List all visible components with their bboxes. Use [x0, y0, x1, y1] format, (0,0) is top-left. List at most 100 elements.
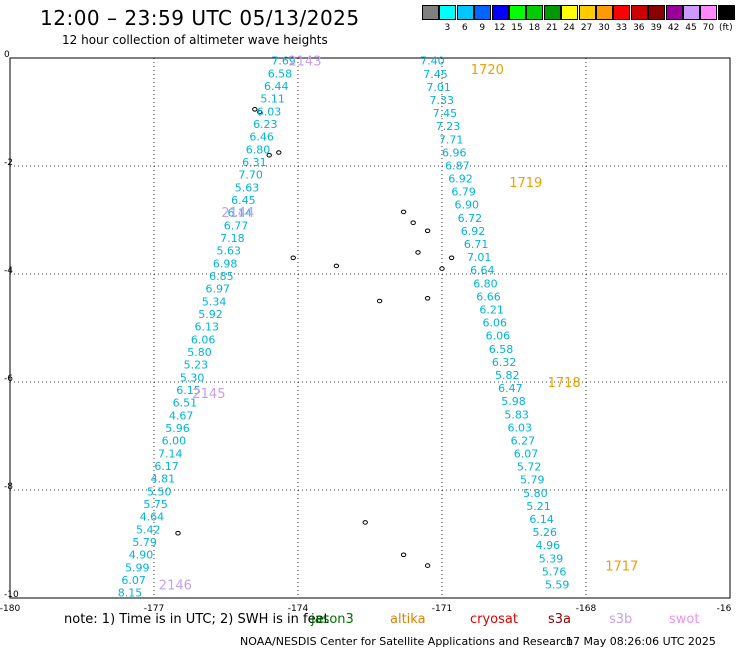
swh-value-east: 7.40	[420, 55, 445, 68]
page-subtitle: 12 hour collection of altimeter wave hei…	[62, 33, 328, 47]
sat-s3a: s3a	[548, 612, 572, 627]
east-track-values: 7.407.457.017.337.457.237.716.966.876.92…	[420, 55, 569, 592]
legend-label: 3	[444, 23, 451, 33]
island-outline	[424, 228, 431, 234]
island-outline	[290, 255, 296, 261]
swh-value-west: 7.70	[238, 169, 263, 182]
legend-label: 9	[479, 23, 486, 33]
swh-value-east: 6.96	[442, 146, 467, 159]
swh-value-west: 6.45	[231, 194, 256, 207]
swh-value-east: 5.72	[517, 461, 542, 474]
legend-swatch	[665, 5, 683, 20]
swh-value-east: 7.23	[436, 120, 461, 133]
legend-label: 45	[685, 23, 697, 33]
legend-swatch	[474, 5, 492, 20]
swh-value-east: 6.66	[476, 290, 501, 303]
swh-value-west: 5.50	[147, 485, 172, 498]
island-outline	[400, 209, 407, 215]
pass-label: 2143	[288, 55, 321, 70]
swh-value-west: 5.96	[165, 422, 190, 435]
swh-value-east: 6.92	[461, 225, 486, 238]
swh-value-west: 4.64	[140, 511, 165, 524]
swh-value-east: 5.83	[504, 408, 529, 421]
west-track-values: 7.696.586.445.116.036.236.466.806.317.70…	[118, 55, 296, 600]
x-tick-label: -177	[144, 604, 164, 614]
y-tick-label: -4	[4, 266, 13, 276]
island-outline	[362, 520, 368, 525]
swh-value-west: 7.69	[271, 55, 296, 68]
swh-value-east: 6.64	[470, 264, 495, 277]
swh-value-east: 5.39	[539, 552, 564, 565]
pass-label: 2145	[192, 387, 225, 402]
credit-line: NOAA/NESDIS Center for Satellite Applica…	[240, 635, 574, 648]
swh-value-west: 6.51	[173, 397, 198, 410]
legend-swatch	[439, 5, 457, 20]
island-outline	[410, 220, 416, 225]
legend-swatch	[561, 5, 579, 20]
pass-label: 1719	[509, 176, 542, 191]
swh-value-west: 5.75	[143, 498, 168, 511]
swh-value-west: 5.42	[136, 523, 161, 536]
generated-timestamp: 17 May 08:26:06 UTC 2025	[566, 635, 716, 648]
swh-value-west: 5.34	[202, 295, 227, 308]
swh-value-east: 6.27	[511, 434, 536, 447]
swh-value-east: 7.45	[423, 68, 448, 81]
swh-value-west: 6.13	[195, 321, 220, 334]
sat-s3b: s3b	[609, 612, 633, 627]
swh-value-west: 5.92	[198, 308, 223, 321]
swh-value-west: 5.63	[235, 181, 260, 194]
legend-swatch	[509, 5, 526, 20]
map-frame	[9, 57, 731, 599]
island-outline	[400, 552, 407, 558]
swh-value-east: 5.76	[542, 565, 567, 578]
legend-label: 6	[461, 23, 468, 33]
swh-value-west: 4.67	[169, 409, 194, 422]
swh-value-east: 6.06	[486, 330, 511, 343]
y-tick-label: -6	[4, 374, 13, 384]
legend-swatch	[456, 5, 474, 20]
swh-value-west: 5.99	[125, 561, 150, 574]
swh-value-east: 6.14	[529, 513, 554, 526]
island-outline	[333, 263, 340, 269]
legend-label: 33	[615, 23, 628, 33]
y-tick-label: -2	[4, 158, 13, 168]
axis-ticks: -180 -177 -174 -171 -168 -16 0 -2 -4 -6 -8 -10	[0, 50, 732, 614]
swh-value-west: 7.14	[158, 447, 183, 460]
swh-value-east: 7.45	[433, 107, 458, 120]
swh-value-west: 6.03	[257, 105, 282, 118]
swh-value-west: 4.90	[129, 549, 154, 562]
swh-value-east: 7.33	[430, 94, 455, 107]
island-outline	[256, 109, 263, 115]
island-outline	[175, 530, 181, 536]
legend-swatch	[630, 5, 648, 20]
swh-value-east: 5.26	[532, 526, 557, 539]
island-outline	[266, 152, 272, 158]
island-outline	[276, 150, 282, 155]
footer-note: note: 1) Time is in UTC; 2) SWH is in fe…	[64, 612, 329, 627]
swh-value-west: 6.58	[268, 67, 293, 80]
swh-value-west: 5.79	[132, 536, 157, 549]
swh-value-east: 5.80	[523, 487, 548, 500]
legend-label: 30	[598, 23, 610, 33]
x-tick-label: -16	[717, 604, 732, 614]
swh-value-east: 6.80	[473, 277, 498, 290]
pass-label: 1720	[471, 63, 504, 78]
swh-value-west: 6.17	[154, 460, 179, 473]
swh-value-west: 5.80	[187, 346, 212, 359]
legend-swatch	[526, 5, 544, 20]
swh-value-east: 6.47	[498, 382, 523, 395]
swh-value-west: 5.23	[184, 359, 209, 372]
swh-value-west: 6.15	[176, 384, 201, 397]
swh-value-west: 8.15	[118, 587, 143, 600]
island-outline	[376, 298, 383, 304]
legend-label: 42	[667, 23, 680, 33]
swh-value-west: 6.44	[264, 80, 289, 93]
swh-value-east: 6.79	[451, 186, 476, 199]
legend-swatch	[578, 5, 596, 20]
x-tick-label: -174	[288, 604, 309, 614]
swh-value-east: 6.71	[464, 238, 489, 251]
swh-value-west: 6.80	[246, 143, 271, 156]
swh-value-west: 5.11	[260, 93, 285, 106]
sat-swot: swot	[669, 612, 700, 627]
